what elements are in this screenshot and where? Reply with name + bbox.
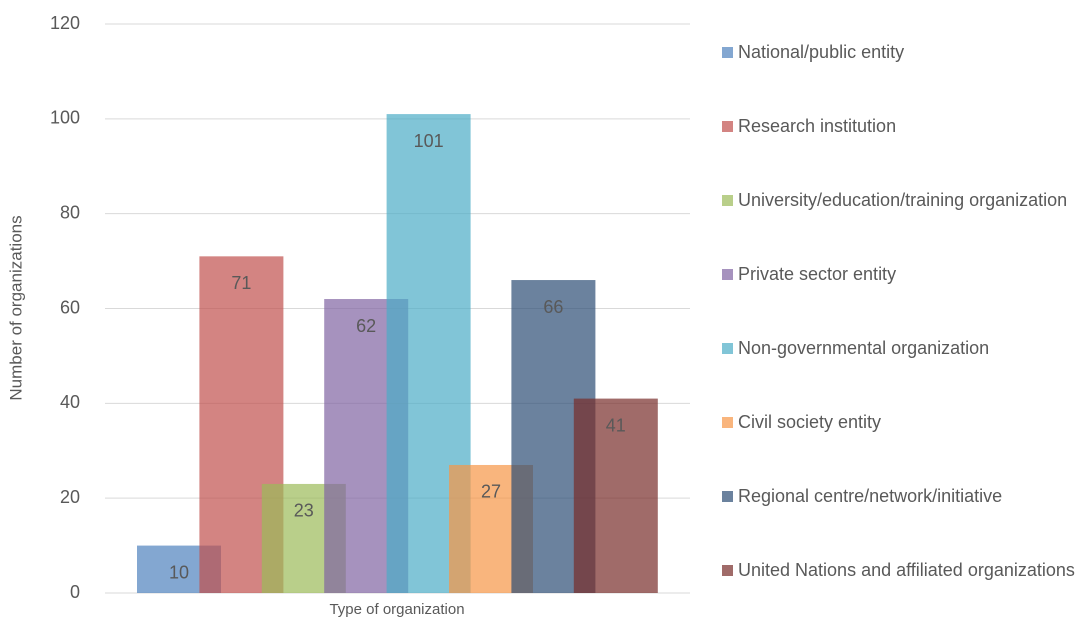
y-axis-title: Number of organizations <box>6 215 25 400</box>
legend-swatch <box>722 491 733 502</box>
legend-item: Civil society entity <box>722 409 1082 435</box>
legend-label: National/public entity <box>738 42 905 62</box>
legend-item: National/public entity <box>722 39 1082 65</box>
y-tick-label: 100 <box>50 108 80 128</box>
data-label: 27 <box>481 482 501 502</box>
data-label: 41 <box>606 415 626 435</box>
y-tick-label: 80 <box>60 202 80 222</box>
legend-label: Regional centre/network/initiative <box>738 486 1003 506</box>
legend-swatch <box>722 269 733 280</box>
legend-swatch <box>722 565 733 576</box>
bar <box>573 398 658 593</box>
x-axis-title: Type of organization <box>329 601 464 618</box>
legend-swatch <box>722 47 733 58</box>
legend-label: United Nations and affiliated organizati… <box>738 560 1075 580</box>
data-label: 10 <box>169 562 189 582</box>
legend-item: Regional centre/network/initiative <box>722 483 1082 509</box>
y-tick-label: 120 <box>50 13 80 33</box>
legend-label: Private sector entity <box>738 264 897 284</box>
legend-label: Research institution <box>738 116 897 136</box>
y-tick-label: 0 <box>70 582 80 602</box>
data-label: 101 <box>414 131 444 151</box>
legend-swatch <box>722 343 733 354</box>
y-tick-label: 40 <box>60 392 80 412</box>
data-label: 66 <box>543 297 563 317</box>
legend-label: Civil society entity <box>738 412 882 432</box>
legend-item: United Nations and affiliated organizati… <box>722 557 1082 583</box>
data-label: 62 <box>356 316 376 336</box>
y-tick-label: 20 <box>60 487 80 507</box>
legend-label: Non-governmental organization <box>738 338 990 358</box>
legend-label: University/education/training organizati… <box>738 190 1068 210</box>
legend-item: Private sector entity <box>722 261 1082 287</box>
legend-item: Research institution <box>722 113 1082 139</box>
data-label: 71 <box>231 273 251 293</box>
legend-swatch <box>722 195 733 206</box>
legend-swatch <box>722 121 733 132</box>
y-tick-label: 60 <box>60 297 80 317</box>
legend-item: University/education/training organizati… <box>722 187 1082 213</box>
data-label: 23 <box>294 501 314 521</box>
legend-swatch <box>722 417 733 428</box>
legend-item: Non-governmental organization <box>722 335 1082 361</box>
